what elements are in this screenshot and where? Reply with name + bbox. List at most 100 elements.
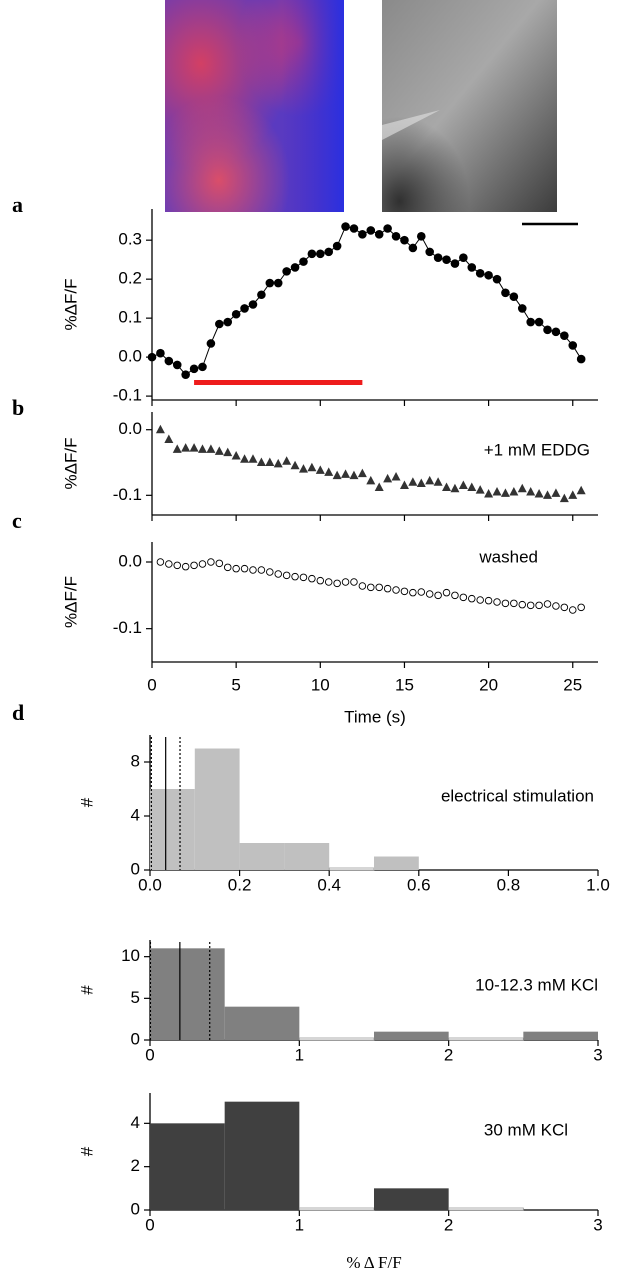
y-tick-label: 4 <box>131 805 140 824</box>
data-point <box>358 230 367 239</box>
y-tick-label: 4 <box>131 1113 140 1132</box>
y-tick-label: 0.3 <box>118 230 142 249</box>
x-tick-label: 3 <box>593 1045 602 1064</box>
data-point <box>467 482 477 491</box>
x-tick-label: 0.6 <box>407 875 431 894</box>
histogram-bar <box>328 867 375 871</box>
y-tick-label: 0 <box>131 1029 140 1048</box>
data-point <box>332 470 342 480</box>
data-point <box>307 249 317 259</box>
x-tick-label: 0.2 <box>228 875 252 894</box>
x-tick-label: 0.8 <box>497 875 521 894</box>
data-point <box>577 603 585 612</box>
data-point <box>576 354 586 364</box>
data-point <box>164 434 174 444</box>
data-point <box>316 249 325 259</box>
data-point <box>459 593 468 602</box>
y-tick-label: 0 <box>131 859 140 878</box>
x-tick-label: 0.4 <box>317 875 341 894</box>
y-tick-label: 0.2 <box>118 269 142 288</box>
histogram-bar <box>224 1101 300 1210</box>
data-point <box>350 578 358 586</box>
data-point <box>535 601 543 610</box>
annotation: 30 mM KCl <box>484 1120 568 1139</box>
data-point <box>458 480 468 489</box>
data-point <box>291 572 299 581</box>
data-point <box>265 457 275 467</box>
data-point <box>425 590 434 598</box>
y-tick-label: 0.0 <box>118 419 142 438</box>
data-point <box>198 560 207 568</box>
data-point <box>324 467 334 476</box>
data-point <box>257 290 266 300</box>
data-point <box>467 263 477 272</box>
data-point <box>492 487 502 496</box>
data-point <box>298 464 308 473</box>
panel: d 0 4 8 0.0 0.2 0.4 0.6 0.8 1.0 # electrical stimul… <box>12 700 610 894</box>
data-point <box>391 231 401 241</box>
histogram-bar <box>298 1037 375 1041</box>
data-point <box>551 488 561 497</box>
histogram-bar <box>194 748 240 870</box>
data-point <box>282 571 291 580</box>
histogram-bar <box>284 843 330 870</box>
data-point <box>240 564 249 573</box>
data-point <box>534 317 544 327</box>
data-point <box>290 263 300 272</box>
data-point <box>307 462 317 472</box>
data-point <box>316 576 325 585</box>
histogram-bar <box>374 1188 449 1210</box>
y-tick-label: 8 <box>131 751 140 770</box>
data-point <box>374 230 384 239</box>
data-point <box>543 490 553 499</box>
x-tick-label: 2 <box>444 1215 453 1234</box>
panel: 0 5 10 0 1 2 3 # 10-12.3 mM KCl <box>77 940 603 1064</box>
data-point <box>207 558 215 566</box>
y-tick-label: -0.1 <box>113 618 142 637</box>
data-point <box>214 446 224 455</box>
panel: b -0.1 0.0 %ΔF/F +1 mM EDDG <box>12 395 598 521</box>
y-axis-label: # <box>77 797 96 807</box>
data-point <box>451 591 459 600</box>
histogram-bar <box>150 948 225 1040</box>
histogram-bar <box>224 1006 300 1040</box>
x-tick-label: 2 <box>444 1045 453 1064</box>
x-tick-label: 0 <box>147 675 156 694</box>
data-point <box>324 578 333 586</box>
data-point <box>257 566 266 574</box>
data-point <box>526 317 535 327</box>
y-axis-label: %ΔF/F <box>61 576 80 628</box>
x-tick-label: 0.0 <box>138 875 162 894</box>
histogram-bar <box>239 843 285 870</box>
data-point <box>147 352 157 362</box>
data-point <box>367 583 375 592</box>
data-point <box>299 257 308 266</box>
data-point <box>366 226 376 235</box>
data-point <box>484 270 493 280</box>
annotation: +1 mM EDDG <box>484 440 590 459</box>
data-point <box>392 586 400 594</box>
data-point <box>173 561 181 570</box>
data-point <box>349 470 359 480</box>
data-point <box>517 304 527 313</box>
data-point <box>181 562 190 571</box>
data-point <box>299 573 308 582</box>
data-point <box>400 235 409 245</box>
data-point <box>358 582 367 590</box>
data-point <box>155 424 165 434</box>
data-point <box>568 490 578 499</box>
data-point <box>223 563 232 572</box>
data-point <box>165 560 173 568</box>
data-point <box>181 370 190 379</box>
data-point <box>433 477 443 486</box>
data-point <box>375 583 383 592</box>
histogram-bar <box>374 856 419 870</box>
data-point <box>569 606 577 614</box>
data-point <box>223 317 233 327</box>
annotation: washed <box>478 547 538 566</box>
data-point <box>383 224 392 233</box>
y-axis-label: %ΔF/F <box>61 279 80 331</box>
histogram-bar <box>448 1037 524 1041</box>
x-tick-label: 10 <box>311 675 330 694</box>
data-point <box>450 259 460 268</box>
